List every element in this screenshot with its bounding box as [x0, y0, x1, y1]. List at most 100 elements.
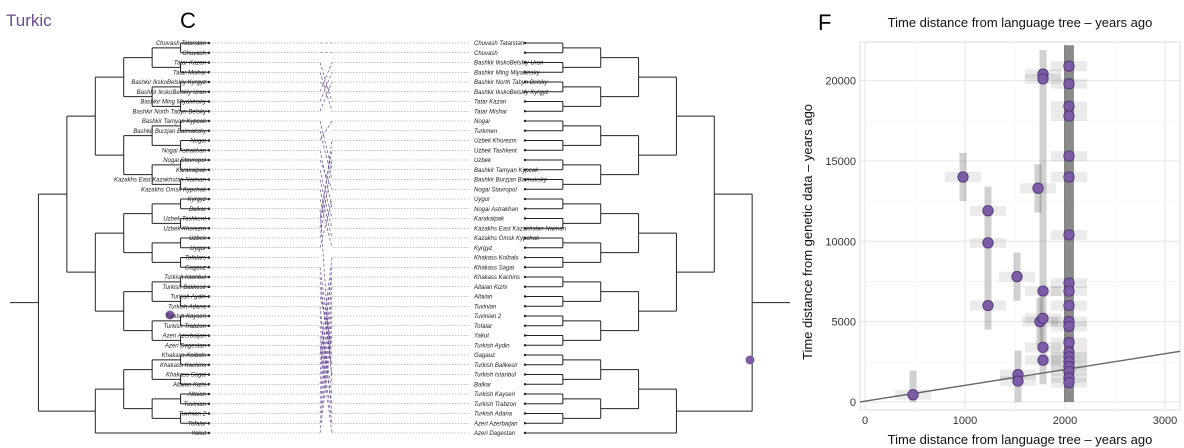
- right-tip-dot: [523, 431, 527, 435]
- right-tip-dot: [523, 227, 527, 230]
- tangle-connector: [319, 296, 333, 395]
- right-leaf-label: Turkish Adana: [474, 412, 513, 418]
- data-point: [1012, 375, 1024, 387]
- right-leaf-label: Kazakhs Omsk Kypchak: [474, 236, 540, 242]
- left-leaf-label: Nogai Astrakhan: [162, 148, 207, 154]
- left-leaf-label: Bashkir North Tabyn Belsky: [133, 109, 207, 115]
- plot-area: [859, 41, 1181, 411]
- right-tip-dot: [523, 324, 527, 327]
- y-tick-label: 20000: [825, 76, 856, 88]
- right-leaf-label: Gagauz: [474, 353, 495, 359]
- y-tick-label: 10000: [825, 236, 856, 248]
- right-leaf-labels: Chuvash Tatarstan Chuvash Bashkir IkskoBel…: [332, 41, 567, 437]
- x-tick-label: 0: [862, 415, 868, 427]
- left-leaf-label: Chuvash Tatarstan: [156, 41, 207, 47]
- right-leaf-label: Bashkir North Tabyn Belsky: [474, 80, 548, 86]
- data-point: [1063, 285, 1075, 297]
- right-leaf-label: Uzbek Tashkent: [474, 148, 517, 154]
- data-point: [1037, 354, 1049, 366]
- right-leaf-label: Azeri Dagestan: [473, 431, 516, 437]
- left-leaf-label: Karakalpak: [176, 168, 207, 174]
- tanglegram-connectors: [319, 42, 333, 434]
- right-tip-dot: [523, 119, 527, 123]
- right-leaf-label: Altaian: [473, 295, 493, 301]
- left-leaf-label: Nogai Stavropol: [163, 158, 206, 164]
- data-point: [982, 205, 994, 217]
- right-tip-dot: [523, 295, 527, 298]
- right-tip-dot: [523, 188, 527, 191]
- right-tip-dot: [523, 236, 527, 240]
- tangle-connector: [319, 81, 333, 112]
- right-leaf-label: Bashkir Tamyan Kypcak: [474, 168, 539, 174]
- left-leaf-label: Balkar: [189, 207, 207, 213]
- data-point: [1063, 320, 1075, 333]
- right-tip-dot: [523, 256, 527, 259]
- right-leaf-label: Kyrgyz: [474, 246, 492, 252]
- right-tip-dot: [523, 129, 527, 132]
- left-leaf-label: Tatar Kazan: [174, 61, 207, 67]
- right-tip-dot: [523, 149, 527, 152]
- left-genetic-tree: [10, 41, 211, 435]
- data-point: [1037, 312, 1049, 325]
- right-tip-dot: [523, 110, 527, 113]
- tangle-connector: [319, 159, 333, 190]
- right-leaf-label: Nogai: [474, 119, 490, 125]
- left-leaf-label: Turkish Kayseri: [165, 314, 207, 320]
- right-leaf-label: Chuvash Tatarstan: [474, 41, 525, 47]
- right-leaf-label: Khakass Koibals: [474, 256, 518, 262]
- right-leaf-label: Turkish Trabzon: [474, 402, 517, 408]
- left-leaf-label: Uzbek: [189, 236, 207, 242]
- right-leaf-label: Turkish Balikesir: [474, 363, 519, 369]
- tangle-connector: [319, 286, 333, 385]
- left-leaf-label: Uzbek Tashkent: [163, 217, 206, 223]
- tangle-connector: [319, 335, 333, 424]
- right-leaf-label: Uygur: [474, 197, 491, 203]
- y-tick-label: 15000: [825, 156, 856, 168]
- x-axis-ticks: 0 1000 2000 3000: [862, 415, 1177, 427]
- y-tick-label: 5000: [832, 317, 856, 329]
- right-leaf-label: Bashkir IkskoBelskiy Kyrgyz: [474, 90, 549, 96]
- right-leaf-label: Azeri Azerbaijan: [473, 421, 518, 427]
- right-tip-dot: [523, 71, 527, 74]
- data-point: [982, 299, 994, 312]
- right-leaf-label: Nogai Astrakhan: [474, 207, 519, 213]
- tangle-connector: [319, 198, 333, 248]
- right-tip-dot: [523, 353, 527, 357]
- right-highlight-node: [745, 355, 755, 365]
- scatter-grid: [859, 41, 1181, 411]
- left-leaf-label: Azeri Dagestan: [164, 343, 207, 349]
- x-tick-label: 2000: [1053, 415, 1077, 427]
- left-leaf-label: Tofalar: [188, 421, 207, 427]
- left-leaf-label: Turkish Trabzon: [164, 324, 207, 330]
- y-axis-ticks: 0 5000 10000 15000 20000: [825, 76, 856, 409]
- right-leaf-label: Tuvinian: [474, 304, 497, 310]
- right-leaf-label: Tatar Kazan: [474, 100, 507, 106]
- data-point: [1063, 78, 1075, 90]
- right-tip-dot: [523, 275, 527, 279]
- left-leaf-label: Khakass Kachins: [160, 363, 206, 369]
- vertical-uncertainty-band: [984, 186, 992, 330]
- right-tip-dot: [523, 422, 527, 425]
- data-point: [1063, 110, 1075, 122]
- left-leaf-label: Gagauz: [185, 265, 206, 271]
- x-tick-label: 3000: [1153, 415, 1177, 427]
- left-leaf-label: Turkish Adana: [168, 304, 207, 310]
- tangle-connector: [319, 325, 333, 424]
- right-leaf-label: Nogai Stavropol: [474, 187, 517, 193]
- tangle-connector: [319, 315, 333, 395]
- tangle-connector: [319, 169, 333, 219]
- panel-c-letter: C: [180, 8, 196, 33]
- right-tip-dot: [523, 100, 527, 103]
- right-tip-dot: [523, 158, 527, 162]
- data-point: [1032, 182, 1044, 194]
- right-leaf-label: Tatar Mishar: [474, 109, 508, 115]
- data-point: [1063, 229, 1075, 241]
- tangle-connector: [319, 315, 333, 414]
- left-leaf-label: Bashkir Ming Miyakinsky: [140, 100, 207, 106]
- right-tip-dot: [523, 334, 527, 337]
- data-point: [1011, 271, 1023, 283]
- right-tip-dot: [523, 80, 527, 84]
- left-leaf-label: Tuvinian 2: [179, 412, 207, 418]
- left-leaf-label: Altaian: [187, 392, 207, 398]
- data-point: [1037, 73, 1049, 85]
